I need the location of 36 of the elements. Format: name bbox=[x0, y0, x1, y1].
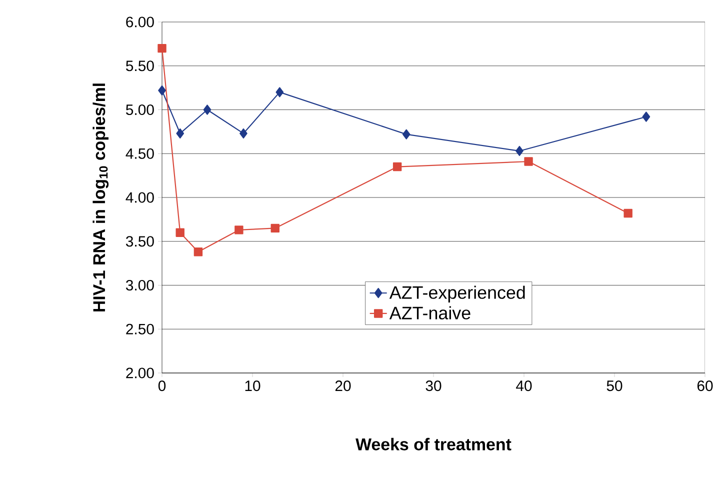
y-tick-label: 5.00 bbox=[126, 104, 154, 116]
x-tick-label: 20 bbox=[335, 380, 351, 392]
point bbox=[276, 87, 284, 98]
x-tick-label: 0 bbox=[158, 380, 166, 392]
point bbox=[402, 129, 410, 140]
point bbox=[194, 248, 203, 256]
legend-label: AZT-naive bbox=[389, 306, 470, 320]
point bbox=[158, 85, 166, 96]
point bbox=[524, 157, 533, 166]
point bbox=[642, 112, 650, 122]
point bbox=[516, 146, 524, 156]
y-tick-label: 3.00 bbox=[126, 280, 154, 291]
point bbox=[392, 162, 402, 172]
point bbox=[158, 44, 166, 53]
x-tick-label: 50 bbox=[606, 380, 622, 392]
point bbox=[624, 208, 632, 218]
y-tick-label: 3.50 bbox=[126, 236, 154, 247]
y-tick-label: 4.50 bbox=[126, 148, 154, 159]
y-tick-label: 6.00 bbox=[126, 16, 154, 28]
point bbox=[234, 226, 244, 234]
y-tick-label: 4.00 bbox=[126, 192, 154, 203]
point bbox=[270, 224, 280, 233]
x-tick-label: 10 bbox=[245, 380, 260, 392]
legend-label: AZT-experienced bbox=[389, 286, 525, 302]
y-tick-label: 2.50 bbox=[126, 324, 154, 334]
y-tick-label: 2.00 bbox=[126, 368, 154, 378]
point bbox=[176, 228, 184, 237]
point bbox=[203, 104, 212, 115]
y-tick-label: 5.50 bbox=[126, 60, 154, 72]
x-axis-title: Weeks of treatment bbox=[356, 438, 512, 450]
point bbox=[176, 128, 184, 138]
x-tick-label: 60 bbox=[697, 380, 713, 392]
point bbox=[240, 128, 248, 138]
y-axis-title: HIV-1 RNA in log$_{10}$ copies/ml bbox=[92, 84, 109, 312]
x-tick-label: 30 bbox=[426, 380, 442, 392]
x-tick-label: 40 bbox=[516, 380, 532, 392]
